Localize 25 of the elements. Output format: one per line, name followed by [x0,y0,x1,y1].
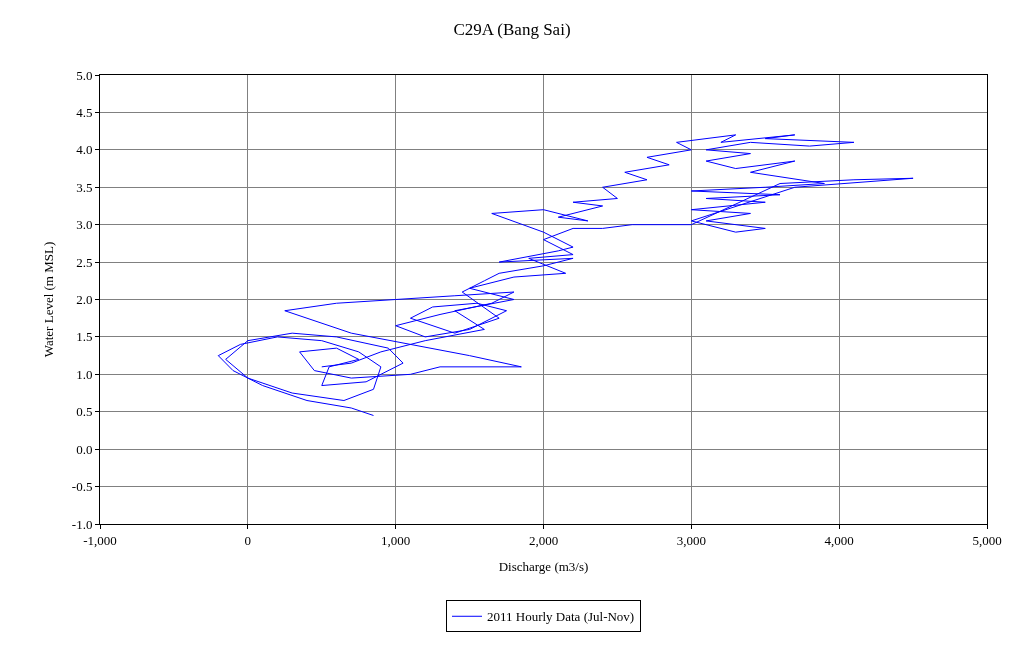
legend-label: 2011 Hourly Data (Jul-Nov) [487,609,635,625]
x-axis-title: Discharge (m3/s) [498,559,589,575]
y-axis-title: Water Level (m MSL) [40,241,56,358]
y-tick-label: -0.5 [71,479,93,495]
y-tick-label: 0.0 [76,441,93,457]
y-tick-label: 1.0 [76,366,93,382]
x-tick-label: 3,000 [676,532,706,548]
y-tick-label: 3.5 [76,179,93,195]
y-tick-label: 5.0 [76,67,93,83]
line-series [217,134,914,416]
y-tick-label: 1.5 [76,329,93,345]
y-tick-label: 3.0 [76,217,93,233]
y-tick-label: 2.5 [76,254,93,270]
x-tick-label: 5,000 [972,532,1002,548]
y-tick-label: 4.0 [76,142,93,158]
x-tick-label: 0 [244,532,252,548]
chart-title: C29A (Bang Sai) [453,20,571,40]
y-tick-label: 4.5 [76,104,93,120]
y-tick-label: -1.0 [71,516,93,532]
x-tick-label: 2,000 [528,532,559,548]
x-tick-label: -1,000 [83,532,117,548]
x-tick-label: 4,000 [824,532,854,548]
y-tick-label: 0.5 [76,404,93,420]
x-tick-label: 1,000 [381,532,411,548]
y-tick-label: 2.0 [76,292,93,308]
